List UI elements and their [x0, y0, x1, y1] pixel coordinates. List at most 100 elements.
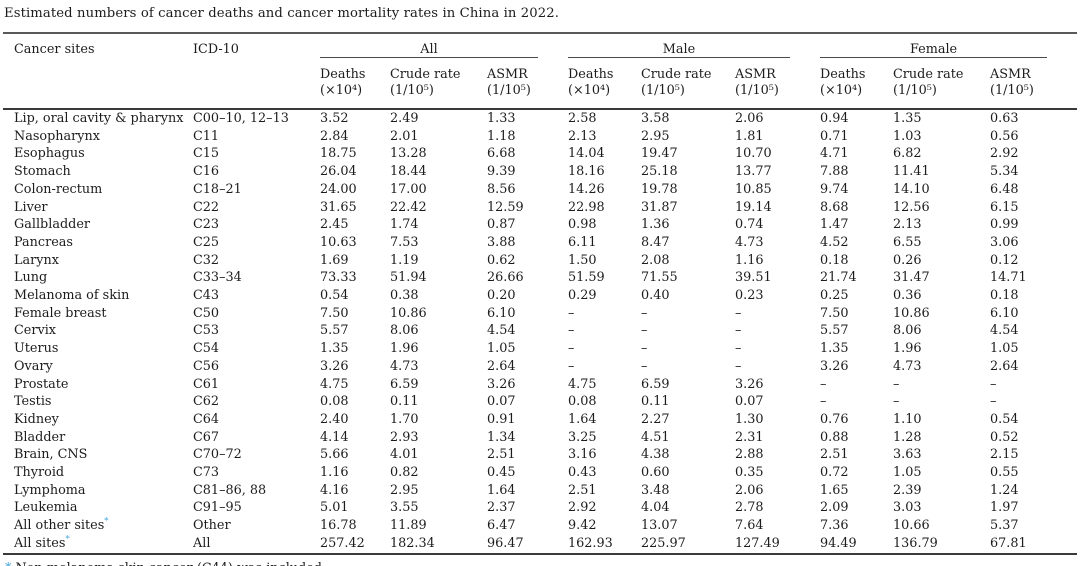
group-header-row: Cancer sites ICD-10 All Male Female: [3, 33, 1077, 110]
female-deaths-cell: 1.65: [820, 482, 849, 498]
cancer-site-cell: Stomach: [14, 164, 71, 180]
all-asmr-cell: 1.34: [487, 429, 516, 445]
female-deaths-cell: 7.88: [820, 164, 849, 180]
all-crude-rate-cell: 4.73: [390, 358, 419, 374]
group-label-male: Male: [662, 42, 696, 57]
all-deaths-cell: 1.16: [320, 465, 349, 481]
male-deaths-cell: –: [568, 305, 575, 321]
all-deaths-cell: 18.75: [320, 146, 357, 162]
male-deaths-cell: –: [568, 323, 575, 339]
male-deaths-cell: 51.59: [568, 270, 605, 286]
footnote-marker[interactable]: *: [65, 534, 70, 545]
male-crude-rate-cell: 4.51: [641, 429, 670, 445]
table-row: Stomach C16 26.04 18.44 9.39 18.16 25.18 13.77 7…: [3, 163, 1077, 181]
female-deaths-cell: 3.26: [820, 358, 849, 374]
male-crude-rate-cell: 25.18: [641, 164, 678, 180]
all-asmr-cell: 9.39: [487, 164, 516, 180]
male-asmr-cell: 0.23: [735, 288, 764, 304]
female-crude-rate-cell: 3.03: [893, 500, 922, 516]
table-row: Pancreas C25 10.63 7.53 3.88 6.11 8.47 4.73 4.52…: [3, 234, 1077, 252]
cancer-site-cell: Lung: [14, 270, 48, 286]
all-asmr-cell: 2.51: [487, 447, 516, 463]
group-label-female: Female: [909, 42, 958, 57]
male-deaths-cell: 0.29: [568, 288, 597, 304]
male-asmr-cell: 127.49: [735, 535, 780, 551]
male-crude-rate-cell: –: [641, 323, 648, 339]
footnote-text: Non-melanoma skin cancer (C44) was inclu…: [15, 561, 322, 566]
all-deaths-cell: 4.75: [320, 376, 349, 392]
group-header-female: Female: [820, 33, 1077, 58]
cancer-mortality-table: Cancer sites ICD-10 All Male Female Deat…: [3, 32, 1078, 555]
all-deaths-cell: 2.84: [320, 128, 349, 144]
table-row: Female breast C50 7.50 10.86 6.10 – – – 7.50 10.8…: [3, 305, 1077, 323]
male-deaths-cell: 0.43: [568, 465, 597, 481]
all-crude-rate-cell: 1.96: [390, 341, 419, 357]
table-row: Prostate C61 4.75 6.59 3.26 4.75 6.59 3.26 – – –: [3, 376, 1077, 394]
icd10-cell: C56: [193, 358, 220, 374]
icd10-cell: C61: [193, 376, 220, 392]
male-deaths-cell: 1.50: [568, 252, 597, 268]
female-asmr-cell: 0.55: [990, 465, 1019, 481]
female-deaths-cell: 7.36: [820, 518, 849, 534]
all-crude-rate-cell: 13.28: [390, 146, 427, 162]
male-crude-rate-cell: 8.47: [641, 234, 670, 250]
footnote-marker[interactable]: *: [5, 561, 11, 566]
all-deaths-cell: 24.00: [320, 181, 357, 197]
male-deaths-cell: 3.16: [568, 447, 597, 463]
cancer-site-cell: Lip, oral cavity & pharynx: [14, 111, 184, 126]
female-deaths-cell: 2.09: [820, 500, 849, 516]
male-deaths-cell: 9.42: [568, 518, 597, 534]
cancer-site-cell: Cervix: [14, 323, 57, 339]
sub-header-row: Deaths (×10⁴) Crude rate (1/10⁵) ASMR (1/10…: [3, 58, 1078, 110]
female-deaths-cell: 8.68: [820, 199, 849, 215]
male-deaths-cell: –: [568, 341, 575, 357]
table-row: All sites* All 257.42 182.34 96.47 162.93 225.…: [3, 535, 1077, 554]
all-asmr-cell: 1.18: [487, 128, 516, 144]
all-crude-rate-cell: 11.89: [390, 518, 427, 534]
icd10-cell: C16: [193, 164, 220, 180]
male-asmr-cell: 7.64: [735, 518, 764, 534]
male-crude-rate-cell: 3.58: [641, 111, 670, 126]
female-asmr-cell: 5.37: [990, 518, 1019, 534]
icd10-cell: C43: [193, 288, 220, 304]
male-crude-rate-cell: 0.11: [641, 394, 670, 410]
icd10-cell: C64: [193, 411, 220, 427]
female-deaths-cell: 94.49: [820, 535, 857, 551]
footnote-marker[interactable]: *: [104, 516, 109, 527]
all-crude-rate-cell: 2.95: [390, 482, 419, 498]
female-crude-rate-cell: 8.06: [893, 323, 922, 339]
female-crude-rate-cell: 1.05: [893, 465, 922, 481]
col-header-female-crude-rate: Crude rate (1/10⁵): [893, 58, 991, 110]
female-asmr-cell: 3.06: [990, 234, 1019, 250]
female-crude-rate-cell: 136.79: [893, 535, 938, 551]
male-deaths-cell: 162.93: [568, 535, 613, 551]
male-deaths-cell: 14.26: [568, 181, 605, 197]
table-row: Thyroid C73 1.16 0.82 0.45 0.43 0.60 0.35 0.72 1.…: [3, 464, 1077, 482]
icd10-cell: C00–10, 12–13: [193, 111, 289, 126]
female-deaths-cell: 9.74: [820, 181, 849, 197]
col-header-icd10: ICD-10: [193, 33, 320, 110]
female-asmr-cell: 0.12: [990, 252, 1019, 268]
female-asmr-cell: 1.97: [990, 500, 1019, 516]
female-crude-rate-cell: 6.82: [893, 146, 922, 162]
table-footnote: * Non-melanoma skin cancer (C44) was inc…: [5, 561, 1077, 566]
col-header-female-asmr: ASMR (1/10⁵): [990, 58, 1078, 110]
all-crude-rate-cell: 17.00: [390, 181, 427, 197]
female-asmr-cell: –: [990, 394, 997, 410]
female-crude-rate-cell: 1.96: [893, 341, 922, 357]
all-asmr-cell: 6.10: [487, 305, 516, 321]
all-deaths-cell: 26.04: [320, 164, 357, 180]
icd10-cell: C91–95: [193, 500, 242, 516]
female-asmr-cell: 2.64: [990, 358, 1019, 374]
all-crude-rate-cell: 2.01: [390, 128, 419, 144]
female-crude-rate-cell: 14.10: [893, 181, 930, 197]
all-deaths-cell: 0.54: [320, 288, 349, 304]
male-crude-rate-cell: 4.38: [641, 447, 670, 463]
table-row: Leukemia C91–95 5.01 3.55 2.37 2.92 4.04 2.78 2.…: [3, 499, 1077, 517]
all-deaths-cell: 1.69: [320, 252, 349, 268]
female-deaths-cell: 0.94: [820, 111, 849, 126]
male-crude-rate-cell: 19.78: [641, 181, 678, 197]
all-asmr-cell: 12.59: [487, 199, 524, 215]
all-deaths-cell: 3.52: [320, 111, 349, 126]
table-row: Cervix C53 5.57 8.06 4.54 – – – 5.57 8.06 4.54: [3, 322, 1077, 340]
